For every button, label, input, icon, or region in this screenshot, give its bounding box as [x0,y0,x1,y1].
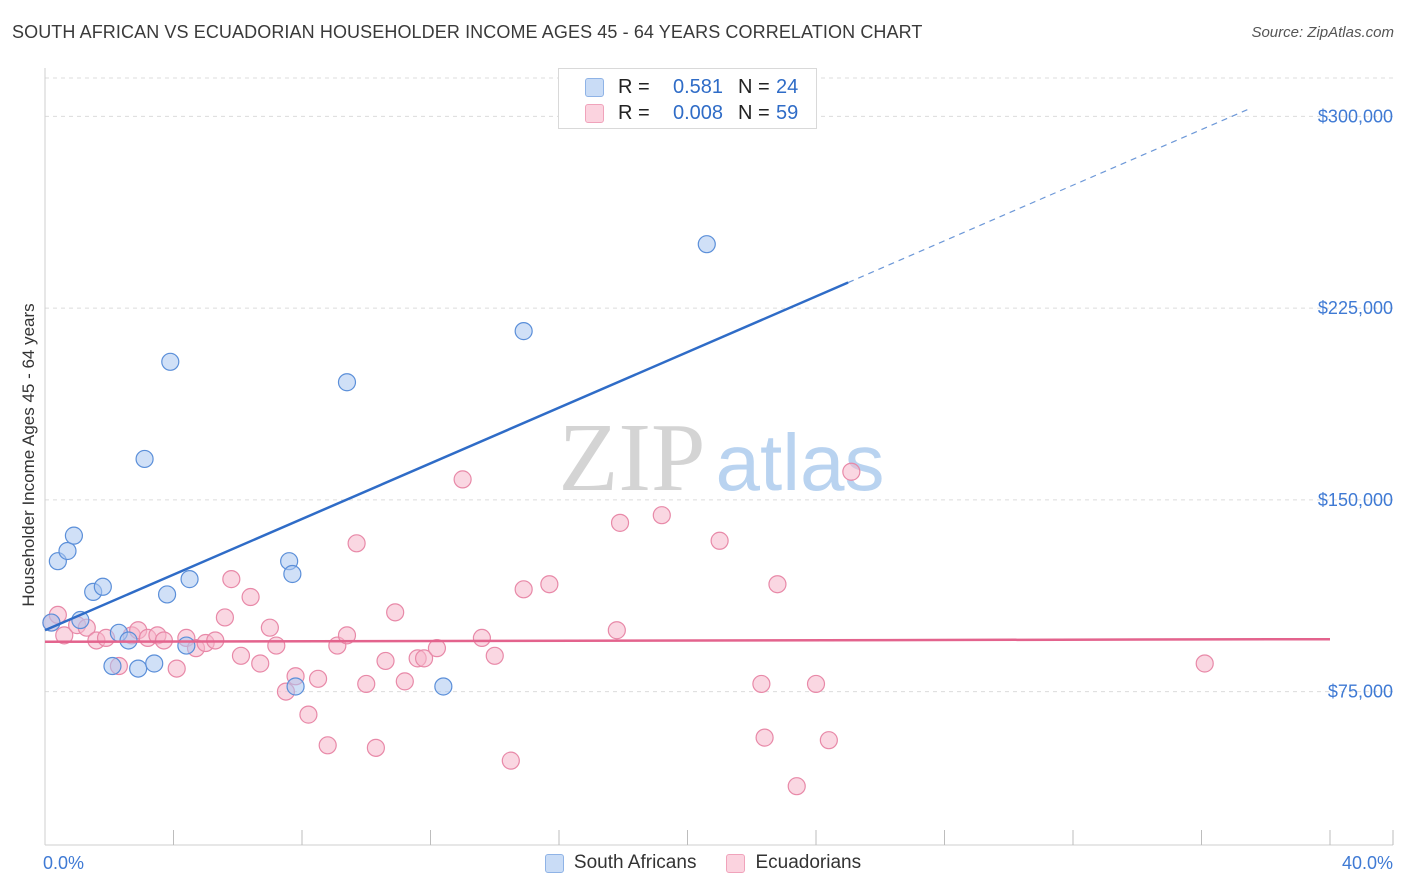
point-ecuadorians [231,646,251,665]
point-ecuadorians [472,628,491,648]
point-ecuadorians [167,659,186,678]
point-ecuadorians [386,603,405,622]
point-south-africans [58,541,77,561]
n-label: N = [738,75,770,98]
point-ecuadorians [755,728,774,747]
legend-swatch [544,853,564,873]
point-ecuadorians [260,618,279,637]
point-south-africans [286,677,305,696]
series-legend: South Africans Ecuadorians [0,852,1406,874]
point-ecuadorians [787,777,806,796]
point-ecuadorians [366,738,385,757]
point-ecuadorians [752,674,771,694]
point-ecuadorians [267,636,286,655]
legend-swatch-south-africans [585,77,604,97]
point-south-africans [337,373,357,392]
r-value: 0.581 [672,75,724,98]
watermark-zip: ZIP [559,404,706,512]
trend-line-ecuadorians [44,637,1331,643]
legend-row-south-africans: R = 0.581 N = 24 [559,74,798,100]
y-tick-label: $75,000 [1328,682,1393,702]
r-value: 0.008 [672,101,724,124]
point-south-africans [434,677,453,696]
axes [44,68,1394,846]
legend-swatch-ecuadorians [585,103,604,123]
trend-lines [44,108,1331,643]
r-label: R = [618,75,650,98]
point-ecuadorians [414,649,434,668]
y-tick-labels: $75,000 $150,000 $225,000 $300,000 [1318,106,1393,701]
point-south-africans [129,659,148,678]
watermark-atlas: atlas [716,418,885,507]
point-ecuadorians [842,462,861,481]
point-ecuadorians [251,654,270,673]
point-south-africans [135,449,154,469]
y-tick-label: $300,000 [1318,106,1393,126]
point-ecuadorians [395,672,414,691]
point-ecuadorians [485,646,504,665]
trend-line-extension-south-africans [847,108,1250,284]
legend-row-ecuadorians: R = 0.008 N = 59 [559,100,798,126]
point-ecuadorians [453,470,472,489]
point-south-africans [157,585,177,604]
point-south-africans [64,526,84,545]
point-south-africans [145,654,164,673]
trend-line-south-africans [44,281,849,632]
point-ecuadorians [652,506,671,525]
y-tick-label: $225,000 [1318,298,1393,318]
n-label: N = [738,101,770,124]
point-ecuadorians [768,575,787,594]
legend-swatch [726,853,746,873]
point-south-africans [103,656,122,676]
n-value: 59 [776,101,799,124]
legend-label: Ecuadorians [755,852,862,873]
point-ecuadorians [514,580,533,599]
legend-label: South Africans [573,852,697,873]
point-south-africans [283,564,302,584]
point-ecuadorians [819,731,838,750]
point-ecuadorians [241,587,260,607]
point-ecuadorians [501,751,520,770]
point-south-africans [177,636,196,655]
point-south-africans [93,577,112,596]
point-ecuadorians [806,674,826,694]
point-south-africans [697,235,716,254]
data-points [42,235,1214,796]
x-tick-label: 0.0% [43,853,84,873]
y-tick-label: $150,000 [1318,490,1393,510]
point-south-africans [514,322,533,341]
point-ecuadorians [427,639,447,658]
r-label: R = [618,101,650,124]
correlation-legend: R = 0.581 N = 24 R = 0.008 N = 59 [558,68,817,129]
point-ecuadorians [710,531,729,550]
point-ecuadorians [318,736,337,755]
point-ecuadorians [308,669,328,688]
point-ecuadorians [607,621,626,640]
point-ecuadorians [376,651,395,671]
legend-item-ecuadorians[interactable]: Ecuadorians [726,852,861,874]
point-south-africans [161,352,180,371]
y-axis-label: Householder Income Ages 45 - 64 years [19,303,38,606]
source-label: Source: ZipAtlas.com [1251,24,1394,41]
point-ecuadorians [1195,654,1214,673]
point-ecuadorians [347,534,366,553]
point-ecuadorians [222,570,241,589]
point-ecuadorians [357,674,376,694]
n-value: 24 [776,75,799,98]
point-ecuadorians [299,705,318,724]
point-ecuadorians [610,513,630,532]
point-ecuadorians [337,626,357,645]
point-ecuadorians [540,575,559,594]
chart-title: SOUTH AFRICAN VS ECUADORIAN HOUSEHOLDER … [12,22,923,42]
point-south-africans [180,570,199,589]
x-tick-labels: 0.0% 40.0% [43,853,1393,873]
point-ecuadorians [215,608,234,627]
x-tick-label: 40.0% [1342,853,1393,873]
legend-item-south-africans[interactable]: South Africans [544,852,697,874]
watermark: ZIP atlas [559,404,885,512]
point-ecuadorians [55,626,74,645]
